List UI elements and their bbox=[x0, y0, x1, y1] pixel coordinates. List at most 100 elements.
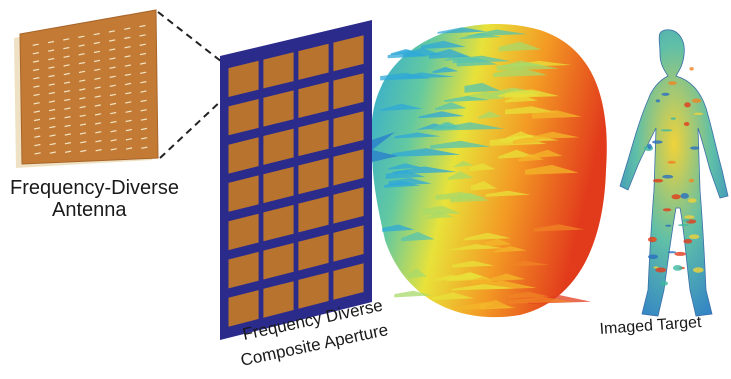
beam-streak bbox=[508, 291, 549, 299]
beam-streak bbox=[452, 55, 511, 64]
antenna-slot bbox=[94, 95, 101, 98]
aperture-cell bbox=[298, 158, 329, 195]
antenna-slot bbox=[63, 90, 71, 93]
beam-volume bbox=[372, 24, 607, 318]
beam-streak bbox=[533, 224, 585, 232]
antenna-slot bbox=[33, 102, 40, 105]
antenna-slot bbox=[78, 44, 85, 47]
target-label: Imaged Target bbox=[599, 314, 702, 338]
antenna-face bbox=[19, 9, 159, 165]
beam-streak bbox=[388, 177, 432, 186]
connector-line-bottom bbox=[159, 99, 223, 159]
antenna-slot bbox=[63, 72, 70, 76]
antenna-slot bbox=[125, 92, 132, 95]
antenna-slot bbox=[140, 109, 147, 112]
aperture-cell bbox=[263, 128, 294, 165]
beam-streak bbox=[485, 190, 531, 197]
figure-spot bbox=[690, 146, 700, 150]
antenna-slot bbox=[64, 107, 71, 110]
beam-streak bbox=[380, 72, 432, 81]
beam-streak bbox=[418, 111, 465, 119]
figure-spot bbox=[652, 178, 664, 183]
figure-spot bbox=[688, 198, 697, 203]
aperture-cell bbox=[228, 60, 259, 97]
antenna-label-line1: Frequency-Diverse bbox=[10, 177, 179, 199]
antenna-slot bbox=[78, 35, 85, 38]
figure-spot bbox=[655, 99, 661, 103]
aperture-cell bbox=[333, 225, 364, 262]
beam-streak bbox=[437, 27, 487, 34]
figure-spot bbox=[660, 129, 673, 132]
antenna-slot bbox=[64, 142, 72, 145]
beam-streak bbox=[432, 292, 474, 301]
antenna-slot bbox=[94, 86, 101, 89]
figure-spot bbox=[680, 193, 689, 199]
antenna-slot bbox=[140, 99, 147, 103]
antenna-slot bbox=[49, 151, 56, 154]
antenna-slot bbox=[94, 77, 101, 80]
antenna-slot bbox=[93, 50, 101, 54]
beam-streak bbox=[401, 231, 435, 242]
beam-streak bbox=[432, 66, 459, 74]
antenna-slot bbox=[141, 137, 148, 140]
beam-streak bbox=[506, 131, 536, 140]
antenna-slot bbox=[93, 41, 100, 45]
figure-spot bbox=[661, 92, 670, 96]
beam-streak bbox=[498, 41, 542, 52]
aperture-cell bbox=[263, 204, 294, 242]
beam-streak bbox=[507, 296, 575, 304]
aperture-cells bbox=[228, 35, 364, 327]
antenna-slot bbox=[124, 73, 132, 76]
antenna-slot bbox=[94, 104, 101, 107]
beam-streak bbox=[505, 94, 538, 103]
antenna-slot bbox=[139, 24, 146, 28]
antenna-slot bbox=[80, 141, 87, 144]
aperture-cell bbox=[228, 290, 259, 327]
beam-streaks bbox=[380, 27, 592, 310]
figure-spot bbox=[655, 267, 667, 273]
antenna-slot bbox=[64, 133, 71, 136]
figure-spot bbox=[688, 234, 700, 239]
figure-spot bbox=[647, 236, 657, 243]
antenna-slot bbox=[139, 52, 147, 56]
antenna-slot bbox=[124, 46, 131, 49]
antenna-slot bbox=[79, 132, 87, 135]
figure-spot bbox=[683, 239, 693, 244]
antenna-slot bbox=[109, 48, 116, 51]
beam-streak bbox=[464, 232, 511, 241]
aperture-cell bbox=[333, 73, 364, 110]
figure-pattern bbox=[644, 67, 704, 286]
beam-streak bbox=[452, 260, 495, 268]
antenna-slot bbox=[94, 113, 102, 116]
antenna-slot bbox=[95, 140, 102, 143]
antenna-slot bbox=[94, 68, 101, 71]
figure-spot bbox=[653, 266, 659, 269]
antenna-slot bbox=[63, 46, 70, 50]
aperture-cell bbox=[228, 99, 259, 136]
figure-body bbox=[619, 29, 729, 317]
antenna-slot bbox=[32, 60, 40, 63]
antenna-slot bbox=[64, 98, 71, 102]
figure-spot bbox=[652, 140, 663, 144]
figure-spot bbox=[674, 251, 686, 256]
antenna-slot bbox=[109, 57, 116, 60]
antenna-slot bbox=[109, 93, 117, 97]
antenna-panel bbox=[14, 9, 159, 168]
aperture-cell bbox=[298, 119, 329, 157]
antenna-slot bbox=[141, 146, 148, 149]
figure-spot bbox=[662, 208, 672, 212]
beam-streak bbox=[452, 284, 516, 291]
aperture-cell bbox=[298, 196, 329, 233]
antenna-slot bbox=[48, 66, 55, 69]
antenna-slot bbox=[109, 75, 116, 78]
connector-line-top bbox=[157, 11, 223, 63]
antenna-slot bbox=[140, 81, 147, 84]
antenna-slot bbox=[124, 64, 131, 67]
aperture-cell bbox=[333, 149, 364, 186]
antenna-slot bbox=[95, 131, 102, 134]
beam-streak bbox=[444, 95, 490, 102]
antenna-slot bbox=[48, 83, 55, 86]
aperture-cell bbox=[333, 35, 364, 72]
antenna-slot bbox=[94, 122, 102, 125]
aperture-cell bbox=[333, 263, 364, 300]
